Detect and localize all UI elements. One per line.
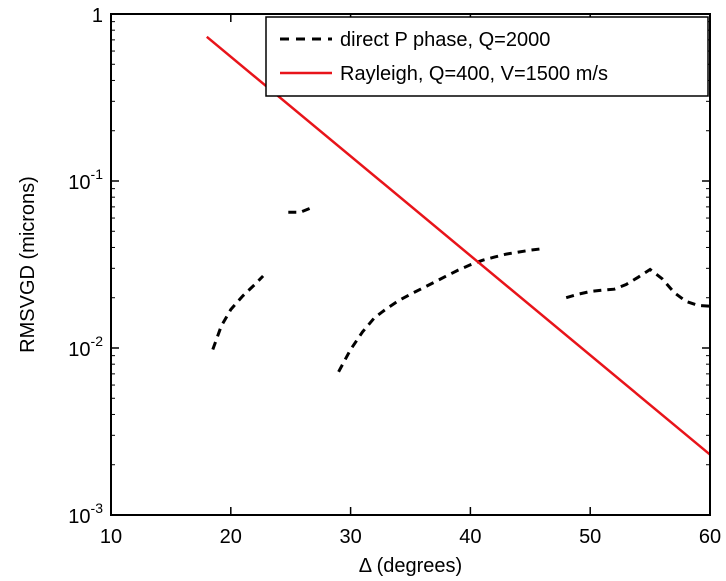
series-0-segment-0 (211, 274, 265, 351)
y-tick-label: 10-1 (68, 166, 103, 194)
y-tick-label: 10-3 (68, 500, 103, 528)
y-tick-label: 1 (92, 5, 103, 27)
x-tick-label: 10 (100, 526, 122, 548)
series-0-segment-2 (337, 247, 543, 373)
x-axis-label: Δ (degrees) (359, 555, 462, 577)
x-tick-label: 60 (699, 526, 721, 548)
tick-labels: 10 20 30 40 50 60 1 10-1 10-2 10-3 (68, 5, 721, 548)
series-1-segment-0 (206, 35, 710, 456)
y-axis-label: RMSVGD (microns) (17, 176, 39, 353)
plot-frame (110, 13, 711, 516)
x-tick-label: 50 (579, 526, 601, 548)
legend-box (265, 16, 709, 97)
x-tick-label: 40 (459, 526, 481, 548)
series-layer (206, 35, 710, 456)
legend-entry-label: direct P phase, Q=2000 (340, 29, 550, 51)
x-tick-label: 30 (339, 526, 361, 548)
series-0-segment-3 (565, 267, 710, 308)
x-tick-label: 20 (220, 526, 242, 548)
series-0-segment-1 (288, 205, 315, 214)
legend-entry-label: Rayleigh, Q=400, V=1500 m/s (340, 63, 608, 85)
legend: direct P phase, Q=2000 Rayleigh, Q=400, V… (265, 16, 709, 97)
y-tick-label: 10-2 (68, 333, 103, 361)
